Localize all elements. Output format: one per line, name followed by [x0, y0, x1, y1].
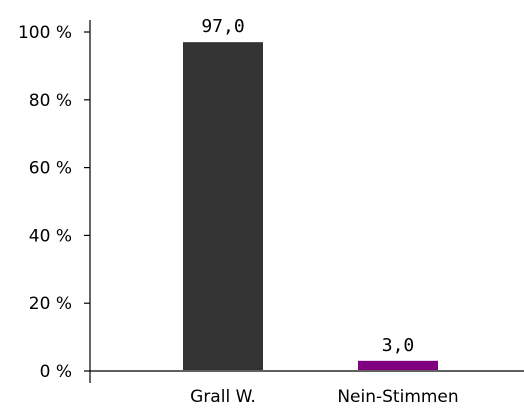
data-labels: 97,0 3,0: [201, 16, 414, 356]
bars: [183, 42, 438, 371]
data-label: 3,0: [382, 335, 415, 356]
y-tick-label: 80 %: [29, 91, 72, 111]
y-tick-label: 0 %: [40, 362, 72, 382]
y-tick-label: 20 %: [29, 294, 72, 314]
y-axis: 0 % 20 % 40 % 60 % 80 % 100 %: [18, 20, 91, 383]
y-tick-label: 100 %: [18, 23, 72, 43]
bar-nein-stimmen: [358, 360, 438, 370]
y-tick-label: 60 %: [29, 159, 72, 179]
y-tick-label: 40 %: [29, 226, 72, 246]
bar-grall: [183, 42, 263, 371]
category-label: Nein-Stimmen: [337, 387, 458, 407]
category-labels: Grall W. Nein-Stimmen: [190, 387, 459, 407]
data-label: 97,0: [201, 16, 244, 37]
category-label: Grall W.: [190, 387, 256, 407]
